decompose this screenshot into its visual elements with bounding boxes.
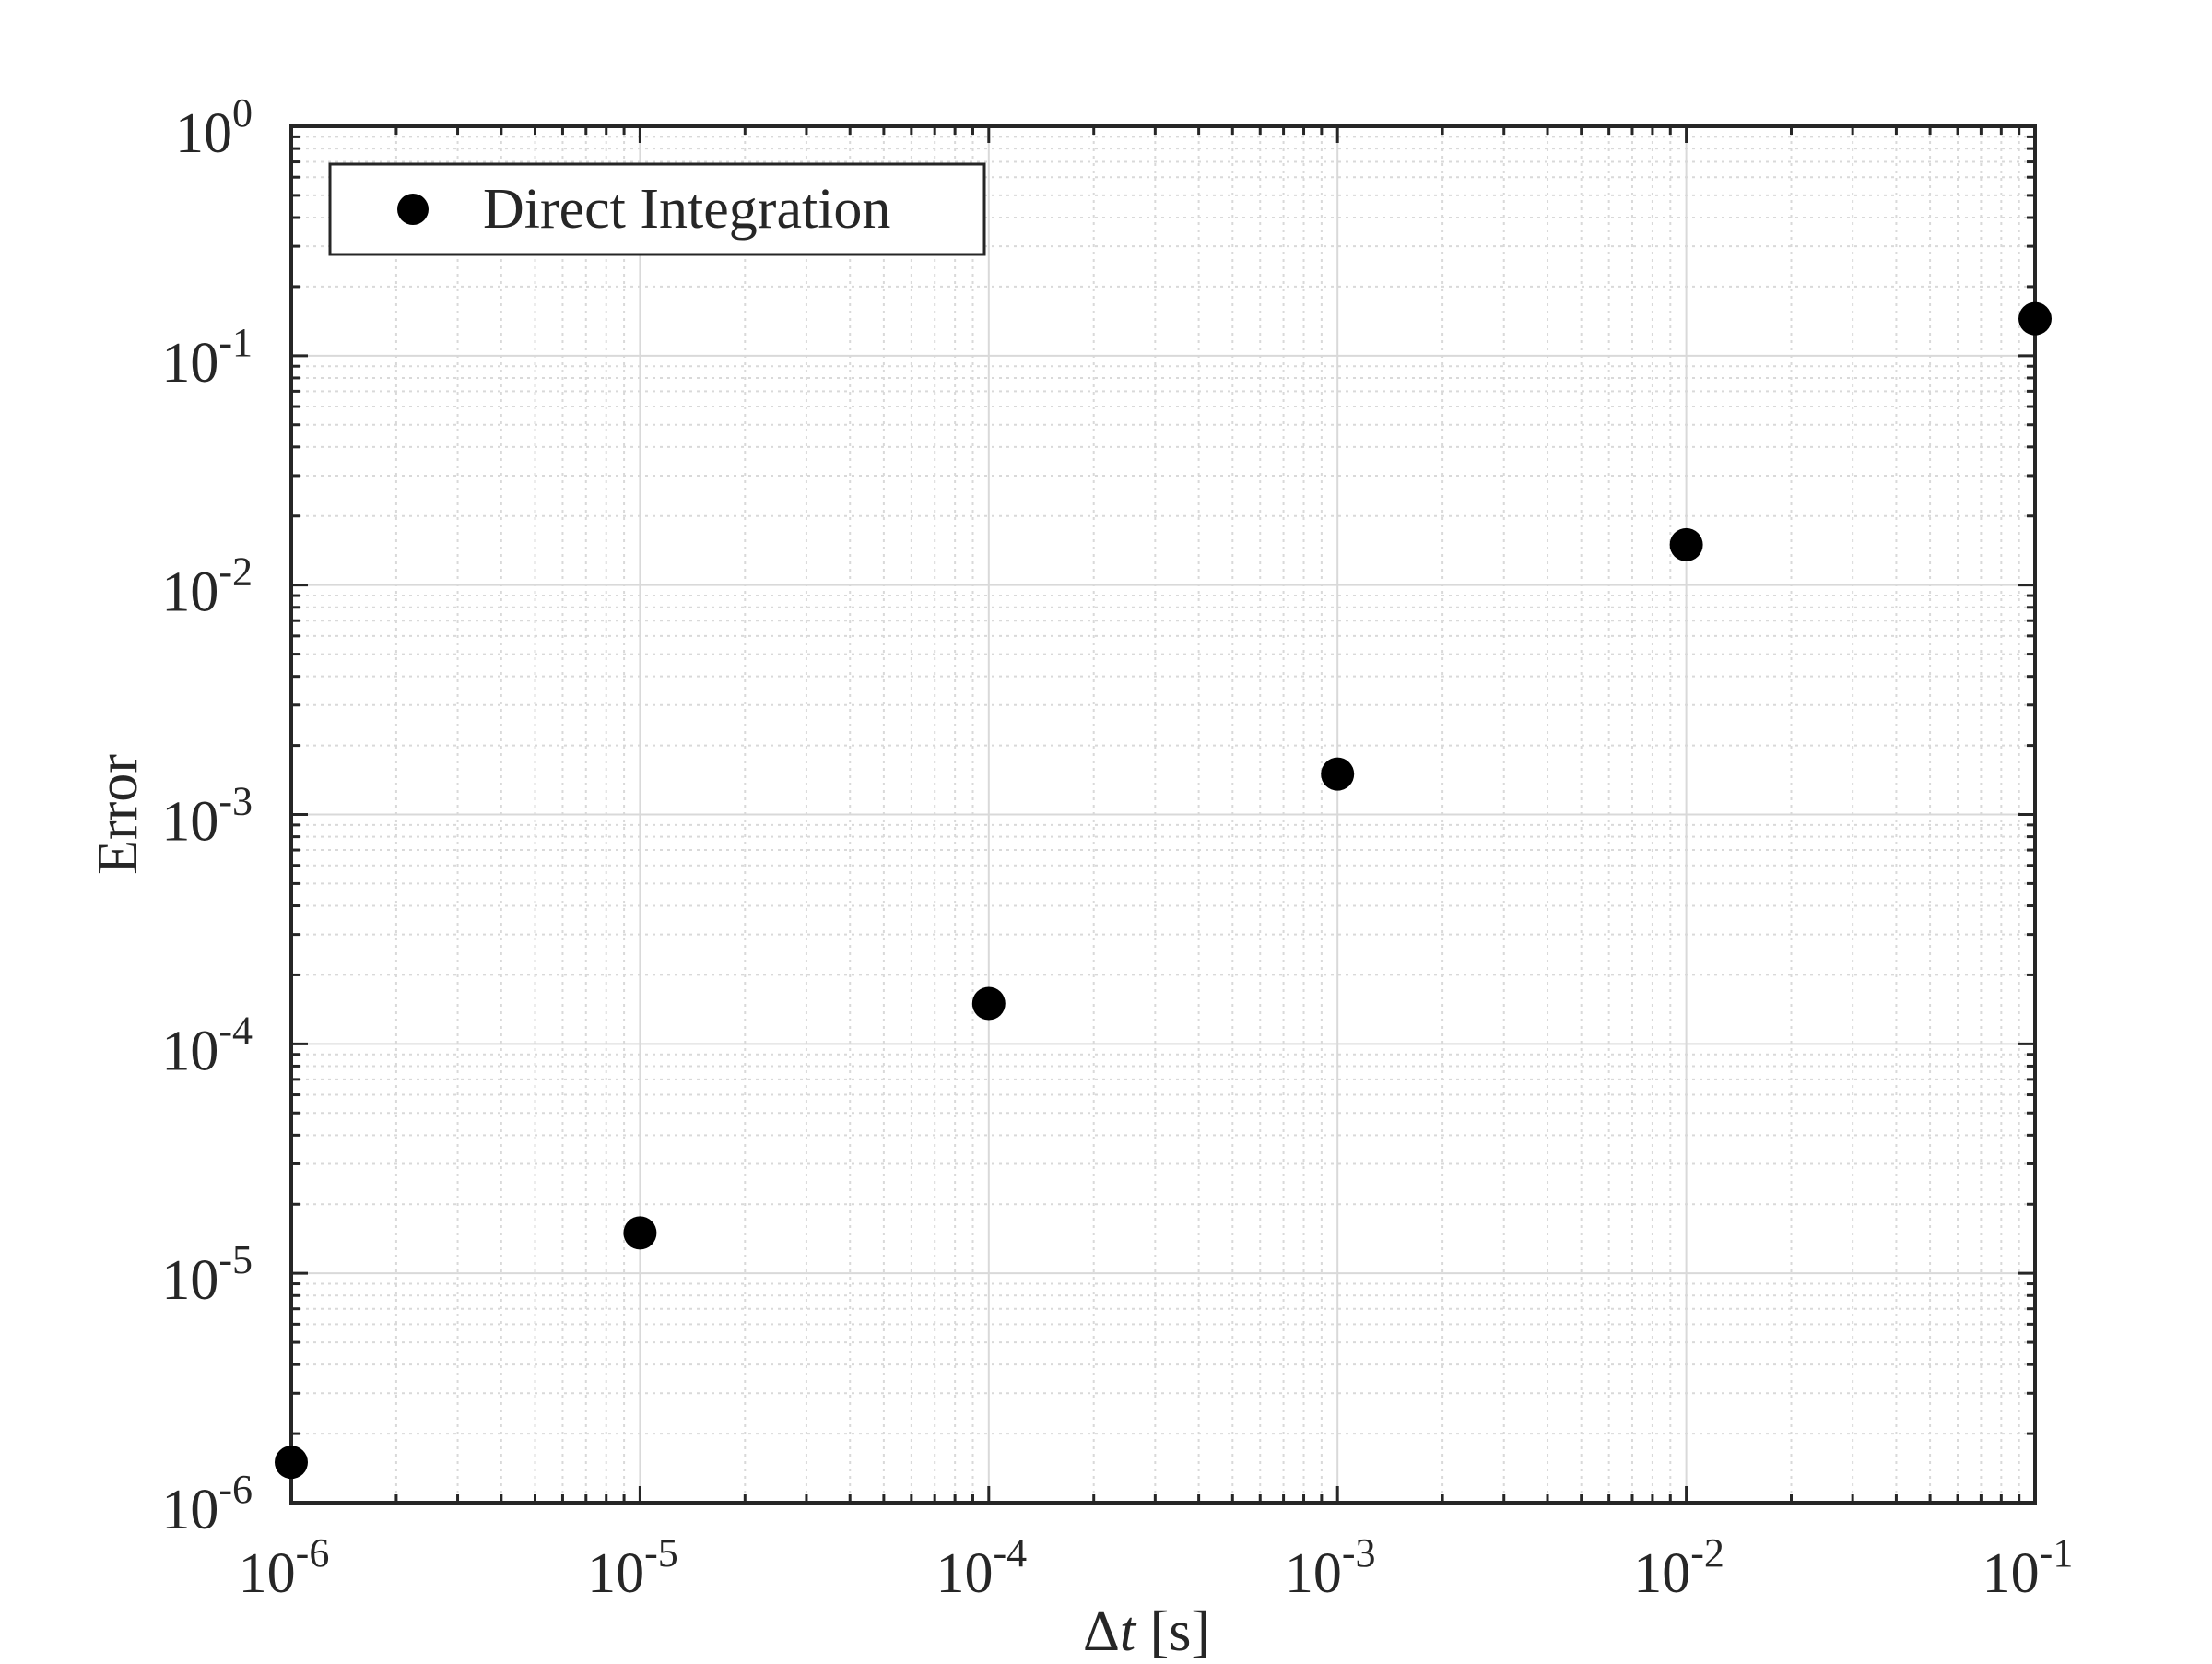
x-axis-label-symbol: Δ bbox=[1083, 1600, 1120, 1659]
y-tick-label: 10-3 bbox=[161, 779, 253, 854]
y-tick-labels: 10-6 10-5 10-4 10-3 10-2 10-1 100 bbox=[161, 90, 253, 1541]
x-axis-label-unit: [s] bbox=[1135, 1600, 1210, 1659]
y-tick-label: 10-1 bbox=[161, 320, 253, 395]
x-tick-label: 10-4 bbox=[935, 1530, 1027, 1605]
data-point bbox=[1669, 527, 1703, 561]
legend: Direct Integration bbox=[328, 162, 986, 256]
x-tick-label: 10-6 bbox=[239, 1530, 330, 1605]
x-axis-label: Δt [s] bbox=[1083, 1600, 1210, 1659]
x-tick-label: 10-3 bbox=[1285, 1530, 1376, 1605]
data-point bbox=[623, 1216, 657, 1250]
legend-box bbox=[328, 162, 986, 256]
y-tick-label: 10-6 bbox=[161, 1467, 253, 1541]
data-points bbox=[275, 301, 2052, 1480]
data-point bbox=[2018, 301, 2052, 336]
legend-marker bbox=[397, 194, 429, 225]
legend-label: Direct Integration bbox=[483, 178, 890, 241]
plot-area-frame bbox=[289, 124, 2037, 1505]
data-point bbox=[275, 1446, 308, 1480]
data-point bbox=[1321, 757, 1355, 791]
y-tick-label: 10-2 bbox=[161, 549, 253, 624]
x-axis-label-variable: t bbox=[1120, 1600, 1137, 1659]
grid bbox=[291, 126, 2035, 1503]
y-tick-label: 10-5 bbox=[161, 1237, 253, 1312]
y-axis-label: Error bbox=[87, 754, 149, 875]
data-point bbox=[971, 986, 1006, 1021]
x-tick-labels: 10-6 10-5 10-4 10-3 10-2 10-1 bbox=[239, 1530, 2074, 1605]
x-tick-label: 10-5 bbox=[587, 1530, 678, 1605]
x-tick-label: 10-2 bbox=[1633, 1530, 1724, 1605]
y-tick-label: 10-4 bbox=[161, 1008, 253, 1082]
y-tick-label: 100 bbox=[175, 90, 253, 165]
x-tick-label: 10-1 bbox=[1983, 1530, 2074, 1605]
